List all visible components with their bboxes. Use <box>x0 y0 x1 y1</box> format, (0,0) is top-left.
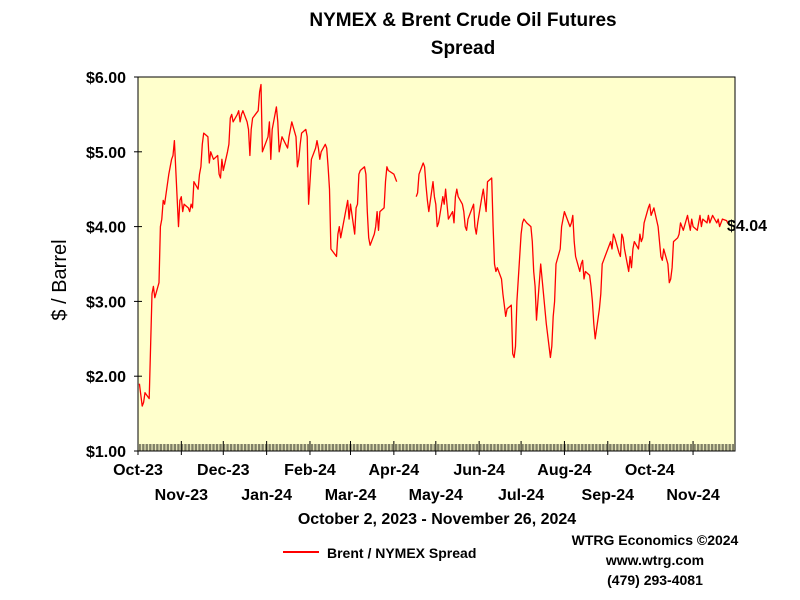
y-tick-label: $5.00 <box>86 145 126 162</box>
x-tick-label: Jan-24 <box>241 487 292 504</box>
series-line-segment <box>415 162 729 359</box>
x-tick-label: Oct-24 <box>625 462 675 479</box>
x-tick-label: Dec-23 <box>197 462 250 479</box>
date-range-label: October 2, 2023 - November 26, 2024 <box>298 511 576 528</box>
y-tick-label: $4.00 <box>86 220 126 237</box>
y-tick-label: $6.00 <box>86 70 126 87</box>
x-axis: Oct-23 Nov-23 Dec-23 Jan-24 Feb-24 Mar-24 Apr-… <box>113 441 720 504</box>
x-tick-label: Nov-24 <box>666 487 719 504</box>
x-tick-label: May-24 <box>409 487 463 504</box>
series-brent-nymex-spread <box>138 83 729 407</box>
legend: Brent / NYMEX Spread <box>283 545 476 561</box>
y-axis-label: $ / Barrel <box>49 239 71 320</box>
legend-label: Brent / NYMEX Spread <box>327 545 476 561</box>
x-tick-label: Mar-24 <box>325 487 377 504</box>
website-text: www.wtrg.com <box>605 552 704 568</box>
y-tick-label: $1.00 <box>86 444 126 461</box>
y-axis: $1.00 $2.00 $3.00 $4.00 $5.00 $6.00 <box>86 70 142 461</box>
phone-text: (479) 293-4081 <box>607 572 703 588</box>
y-tick-label: $2.00 <box>86 369 126 386</box>
x-tick-label: Jun-24 <box>453 462 505 479</box>
x-tick-label: Aug-24 <box>537 462 591 479</box>
x-tick-label: Jul-24 <box>498 487 544 504</box>
x-tick-label: Nov-23 <box>155 487 208 504</box>
series-line-segment <box>138 83 398 407</box>
credit-text: WTRG Economics ©2024 <box>572 532 739 548</box>
plot-area <box>137 76 736 452</box>
y-tick-label: $3.00 <box>86 294 126 311</box>
chart-title: NYMEX & Brent Crude Oil Futures <box>309 10 616 31</box>
x-tick-label: Oct-23 <box>113 462 163 479</box>
last-value-label: $4.04 <box>727 218 767 235</box>
x-tick-label: Sep-24 <box>582 487 635 504</box>
x-tick-label: Apr-24 <box>369 462 420 479</box>
chart-subtitle: Spread <box>431 38 495 59</box>
x-tick-label: Feb-24 <box>284 462 336 479</box>
